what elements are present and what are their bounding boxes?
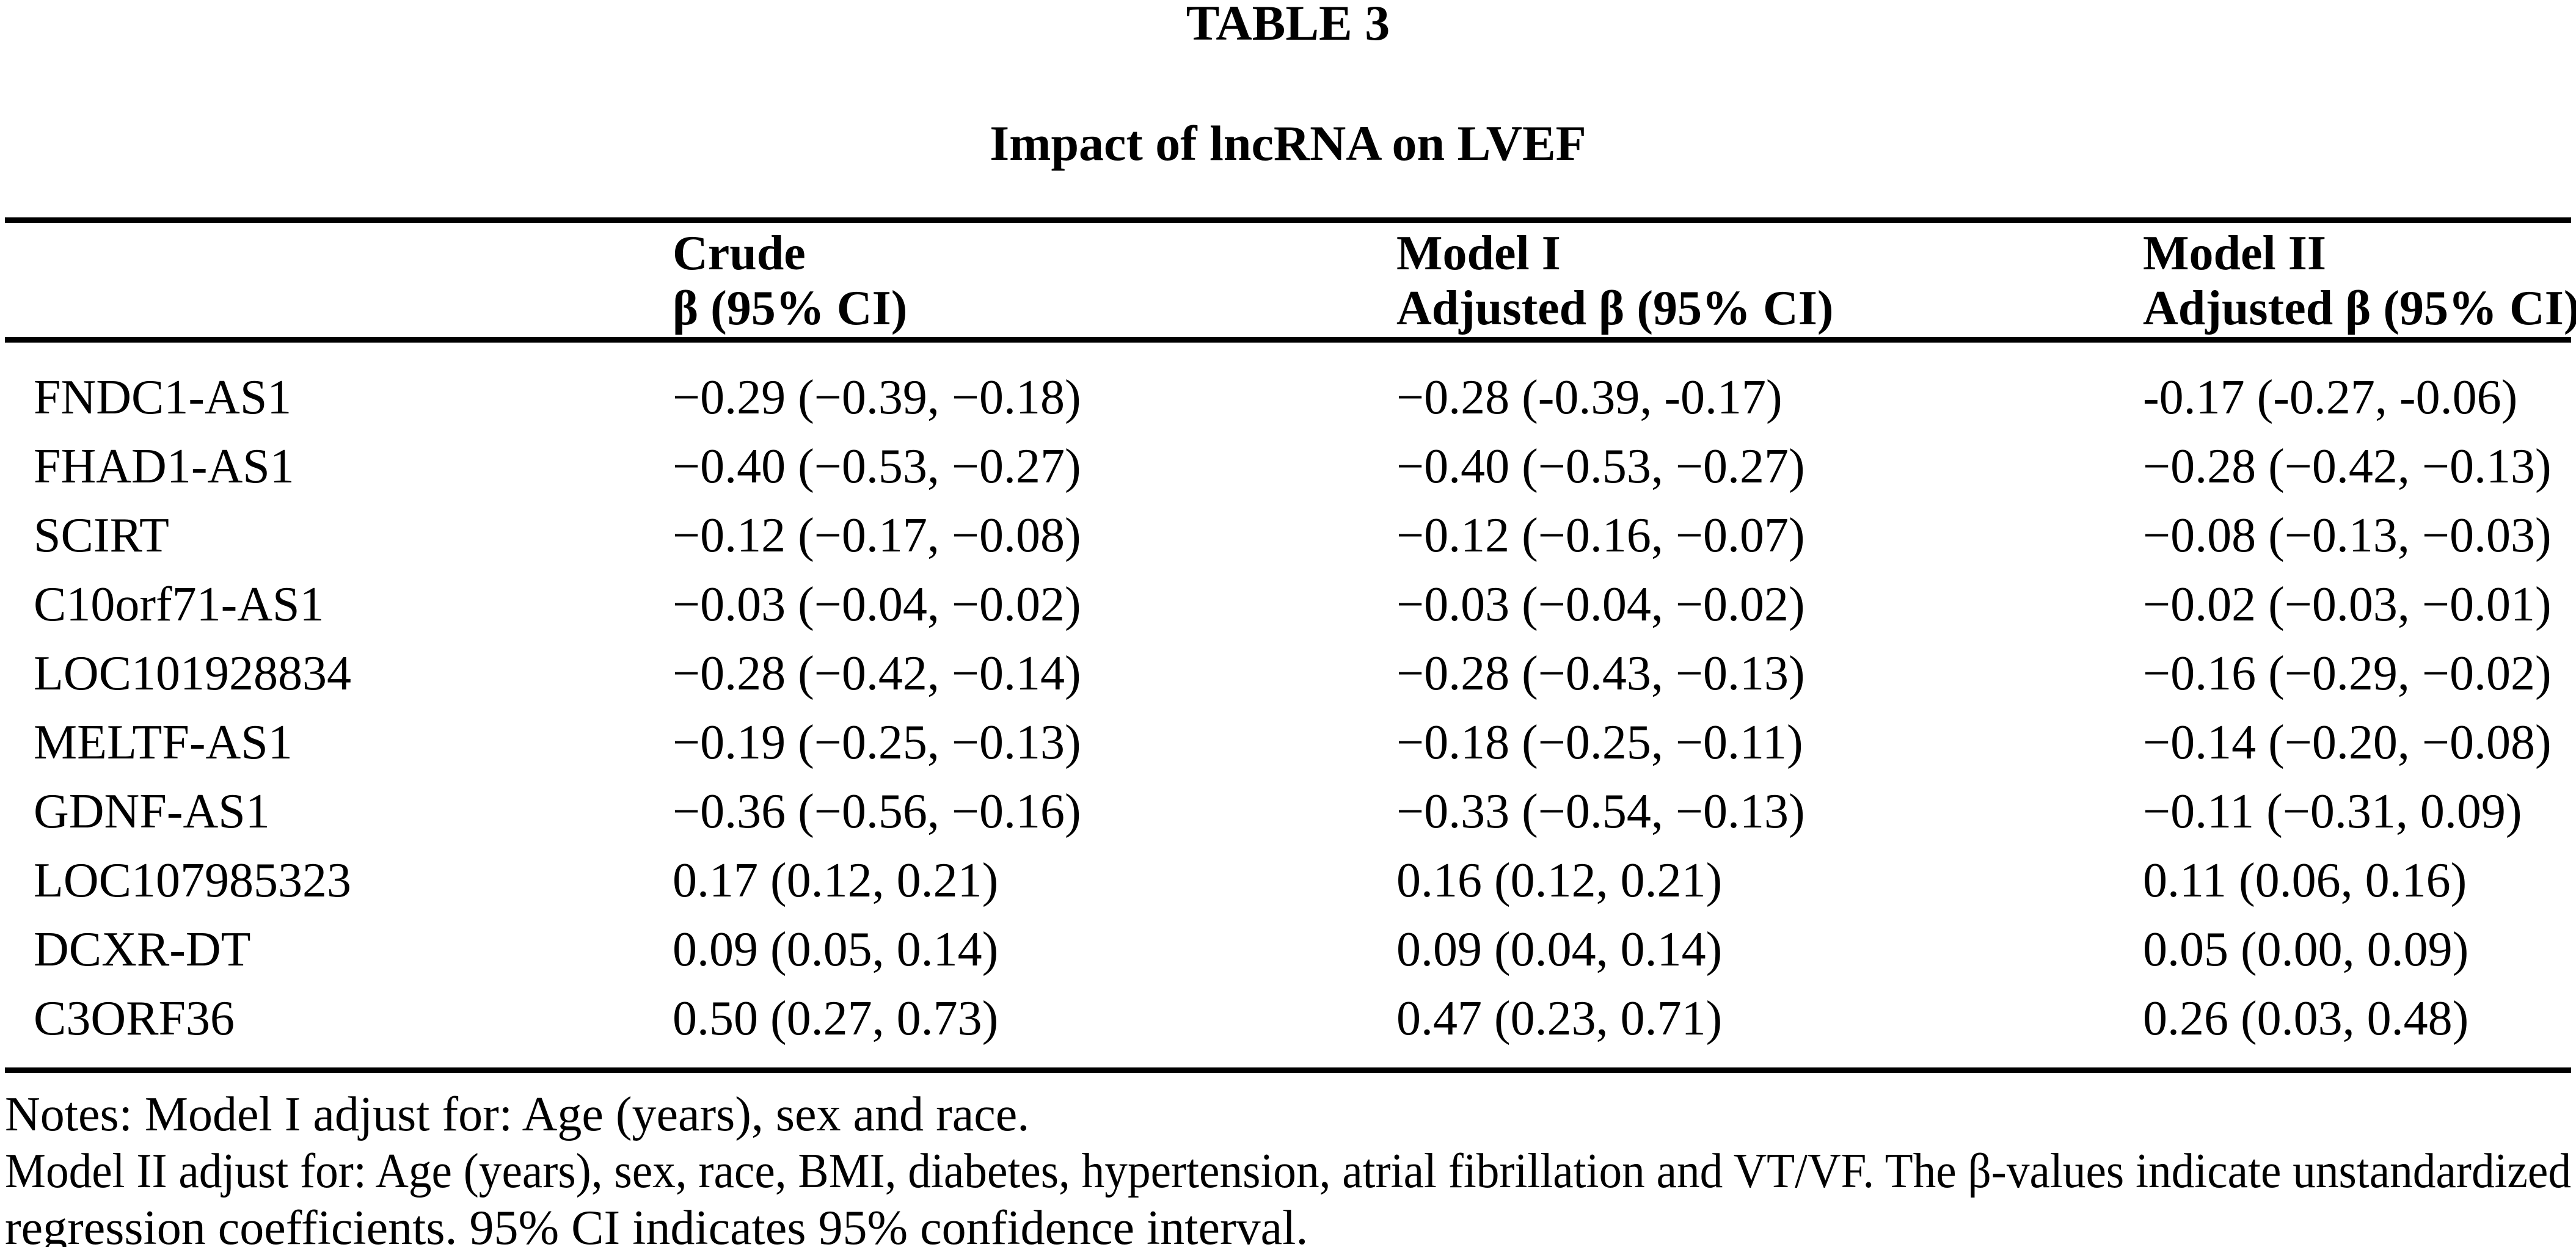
cell-gene-name: C3ORF36 — [34, 992, 235, 1045]
cell-model2-beta: −0.11 (−0.31, 0.09) — [2143, 785, 2522, 838]
cell-model1-beta: 0.47 (0.23, 0.71) — [1396, 992, 1723, 1045]
cell-crude-beta: −0.40 (−0.53, −0.27) — [673, 440, 1081, 493]
cell-model1-beta: −0.03 (−0.04, −0.02) — [1396, 578, 1805, 631]
cell-model1-beta: −0.28 (-0.39, -0.17) — [1396, 371, 1782, 424]
cell-model1-beta: 0.16 (0.12, 0.21) — [1396, 854, 1723, 907]
cell-model1-beta: −0.40 (−0.53, −0.27) — [1396, 440, 1805, 493]
cell-model2-beta: 0.11 (0.06, 0.16) — [2143, 854, 2467, 907]
cell-model2-beta: −0.16 (−0.29, −0.02) — [2143, 647, 2552, 700]
cell-crude-beta: −0.36 (−0.56, −0.16) — [673, 785, 1081, 838]
table-row: MELTF-AS1 −0.19 (−0.25, −0.13) −0.18 (−0.2… — [0, 718, 2576, 787]
cell-crude-beta: −0.28 (−0.42, −0.14) — [673, 647, 1081, 700]
cell-model2-beta: −0.28 (−0.42, −0.13) — [2143, 440, 2552, 493]
table-title: Impact of lncRNA on LVEF — [990, 115, 1586, 171]
cell-gene-name: SCIRT — [34, 509, 169, 562]
table-row: LOC107985323 0.17 (0.12, 0.21) 0.16 (0.12,… — [0, 856, 2576, 925]
cell-gene-name: DCXR-DT — [34, 923, 251, 976]
cell-model1-beta: 0.09 (0.04, 0.14) — [1396, 923, 1723, 976]
header-separator-rule — [5, 337, 2571, 343]
column-header-crude: Crude — [673, 227, 806, 280]
cell-gene-name: C10orf71-AS1 — [34, 578, 324, 631]
cell-model2-beta: −0.08 (−0.13, −0.03) — [2143, 509, 2552, 562]
cell-model2-beta: 0.05 (0.00, 0.09) — [2143, 923, 2469, 976]
cell-model1-beta: −0.33 (−0.54, −0.13) — [1396, 785, 1805, 838]
column-header-model1: Model I — [1396, 227, 1561, 280]
cell-crude-beta: −0.03 (−0.04, −0.02) — [673, 578, 1081, 631]
cell-crude-beta: 0.17 (0.12, 0.21) — [673, 854, 999, 907]
table-notes-line-1: Notes: Model I adjust for: Age (years), … — [5, 1088, 1030, 1141]
cell-model2-beta: −0.14 (−0.20, −0.08) — [2143, 716, 2552, 769]
table-row: FHAD1-AS1 −0.40 (−0.53, −0.27) −0.40 (−0.5… — [0, 442, 2576, 511]
cell-model2-beta: 0.26 (0.03, 0.48) — [2143, 992, 2469, 1045]
table-row: SCIRT −0.12 (−0.17, −0.08) −0.12 (−0.16, −… — [0, 511, 2576, 580]
table-bottom-rule — [5, 1067, 2571, 1073]
table-row: C10orf71-AS1 −0.03 (−0.04, −0.02) −0.03 (−… — [0, 580, 2576, 649]
cell-model2-beta: −0.02 (−0.03, −0.01) — [2143, 578, 2552, 631]
cell-gene-name: FNDC1-AS1 — [34, 371, 292, 424]
table-row: FNDC1-AS1 −0.29 (−0.39, −0.18) −0.28 (-0.3… — [0, 373, 2576, 442]
table-label: TABLE 3 — [1186, 0, 1390, 51]
cell-gene-name: LOC101928834 — [34, 647, 351, 700]
cell-gene-name: LOC107985323 — [34, 854, 351, 907]
cell-crude-beta: −0.29 (−0.39, −0.18) — [673, 371, 1081, 424]
cell-gene-name: GDNF-AS1 — [34, 785, 270, 838]
cell-gene-name: FHAD1-AS1 — [34, 440, 294, 493]
table-notes-line-2: Model II adjust for: Age (years), sex, r… — [5, 1144, 2571, 1198]
cell-model1-beta: −0.28 (−0.43, −0.13) — [1396, 647, 1805, 700]
column-header-model2: Model II — [2143, 227, 2326, 280]
cell-crude-beta: −0.19 (−0.25, −0.13) — [673, 716, 1081, 769]
table-header-row-line2: β (95% CI) Adjusted β (95% CI) Adjusted … — [0, 284, 2576, 353]
cell-model1-beta: −0.12 (−0.16, −0.07) — [1396, 509, 1805, 562]
table-row: C3ORF36 0.50 (0.27, 0.73) 0.47 (0.23, 0.71… — [0, 994, 2576, 1063]
cell-model2-beta: -0.17 (-0.27, -0.06) — [2143, 371, 2518, 424]
table-row: GDNF-AS1 −0.36 (−0.56, −0.16) −0.33 (−0.54… — [0, 787, 2576, 856]
table-row: DCXR-DT 0.09 (0.05, 0.14) 0.09 (0.04, 0.14… — [0, 925, 2576, 994]
cell-model1-beta: −0.18 (−0.25, −0.11) — [1396, 716, 1803, 769]
cell-crude-beta: 0.09 (0.05, 0.14) — [673, 923, 999, 976]
cell-crude-beta: 0.50 (0.27, 0.73) — [673, 992, 999, 1045]
table-row: LOC101928834 −0.28 (−0.42, −0.14) −0.28 (−… — [0, 649, 2576, 718]
table-notes-line-3: regression coefficients. 95% CI indicate… — [5, 1201, 1308, 1247]
column-header-model2-beta: Adjusted β (95% CI) — [2143, 282, 2576, 335]
cell-gene-name: MELTF-AS1 — [34, 716, 293, 769]
table-top-rule — [5, 217, 2571, 223]
column-header-crude-beta: β (95% CI) — [673, 282, 908, 335]
column-header-model1-beta: Adjusted β (95% CI) — [1396, 282, 1834, 335]
cell-crude-beta: −0.12 (−0.17, −0.08) — [673, 509, 1081, 562]
table-header-row-line1: Crude Model I Model II — [0, 229, 2576, 298]
